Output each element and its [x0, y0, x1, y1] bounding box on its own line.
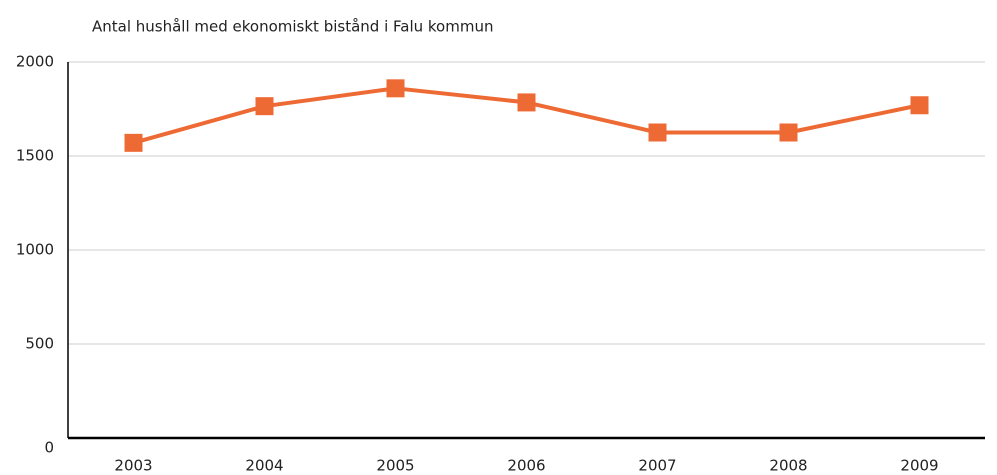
chart-title: Antal hushåll med ekonomiskt bistånd i F… [92, 18, 493, 36]
y-tick-label: 2000 [16, 53, 54, 71]
x-tick-label: 2003 [114, 457, 152, 475]
y-tick-label: 0 [44, 439, 54, 457]
marker [779, 123, 798, 142]
x-tick-label: 2006 [507, 457, 545, 475]
marker [386, 79, 405, 98]
marker [255, 97, 274, 116]
marker [910, 96, 929, 115]
x-tick-label: 2007 [638, 457, 676, 475]
x-tick-label: 2004 [245, 457, 283, 475]
x-tick-label: 2009 [900, 457, 938, 475]
marker [648, 123, 667, 142]
marker [124, 133, 143, 152]
x-tick-label: 2008 [769, 457, 807, 475]
marker [517, 93, 536, 112]
y-tick-label: 1500 [16, 147, 54, 165]
y-tick-label: 500 [25, 335, 54, 353]
y-tick-label: 1000 [16, 241, 54, 259]
x-tick-label: 2005 [376, 457, 414, 475]
